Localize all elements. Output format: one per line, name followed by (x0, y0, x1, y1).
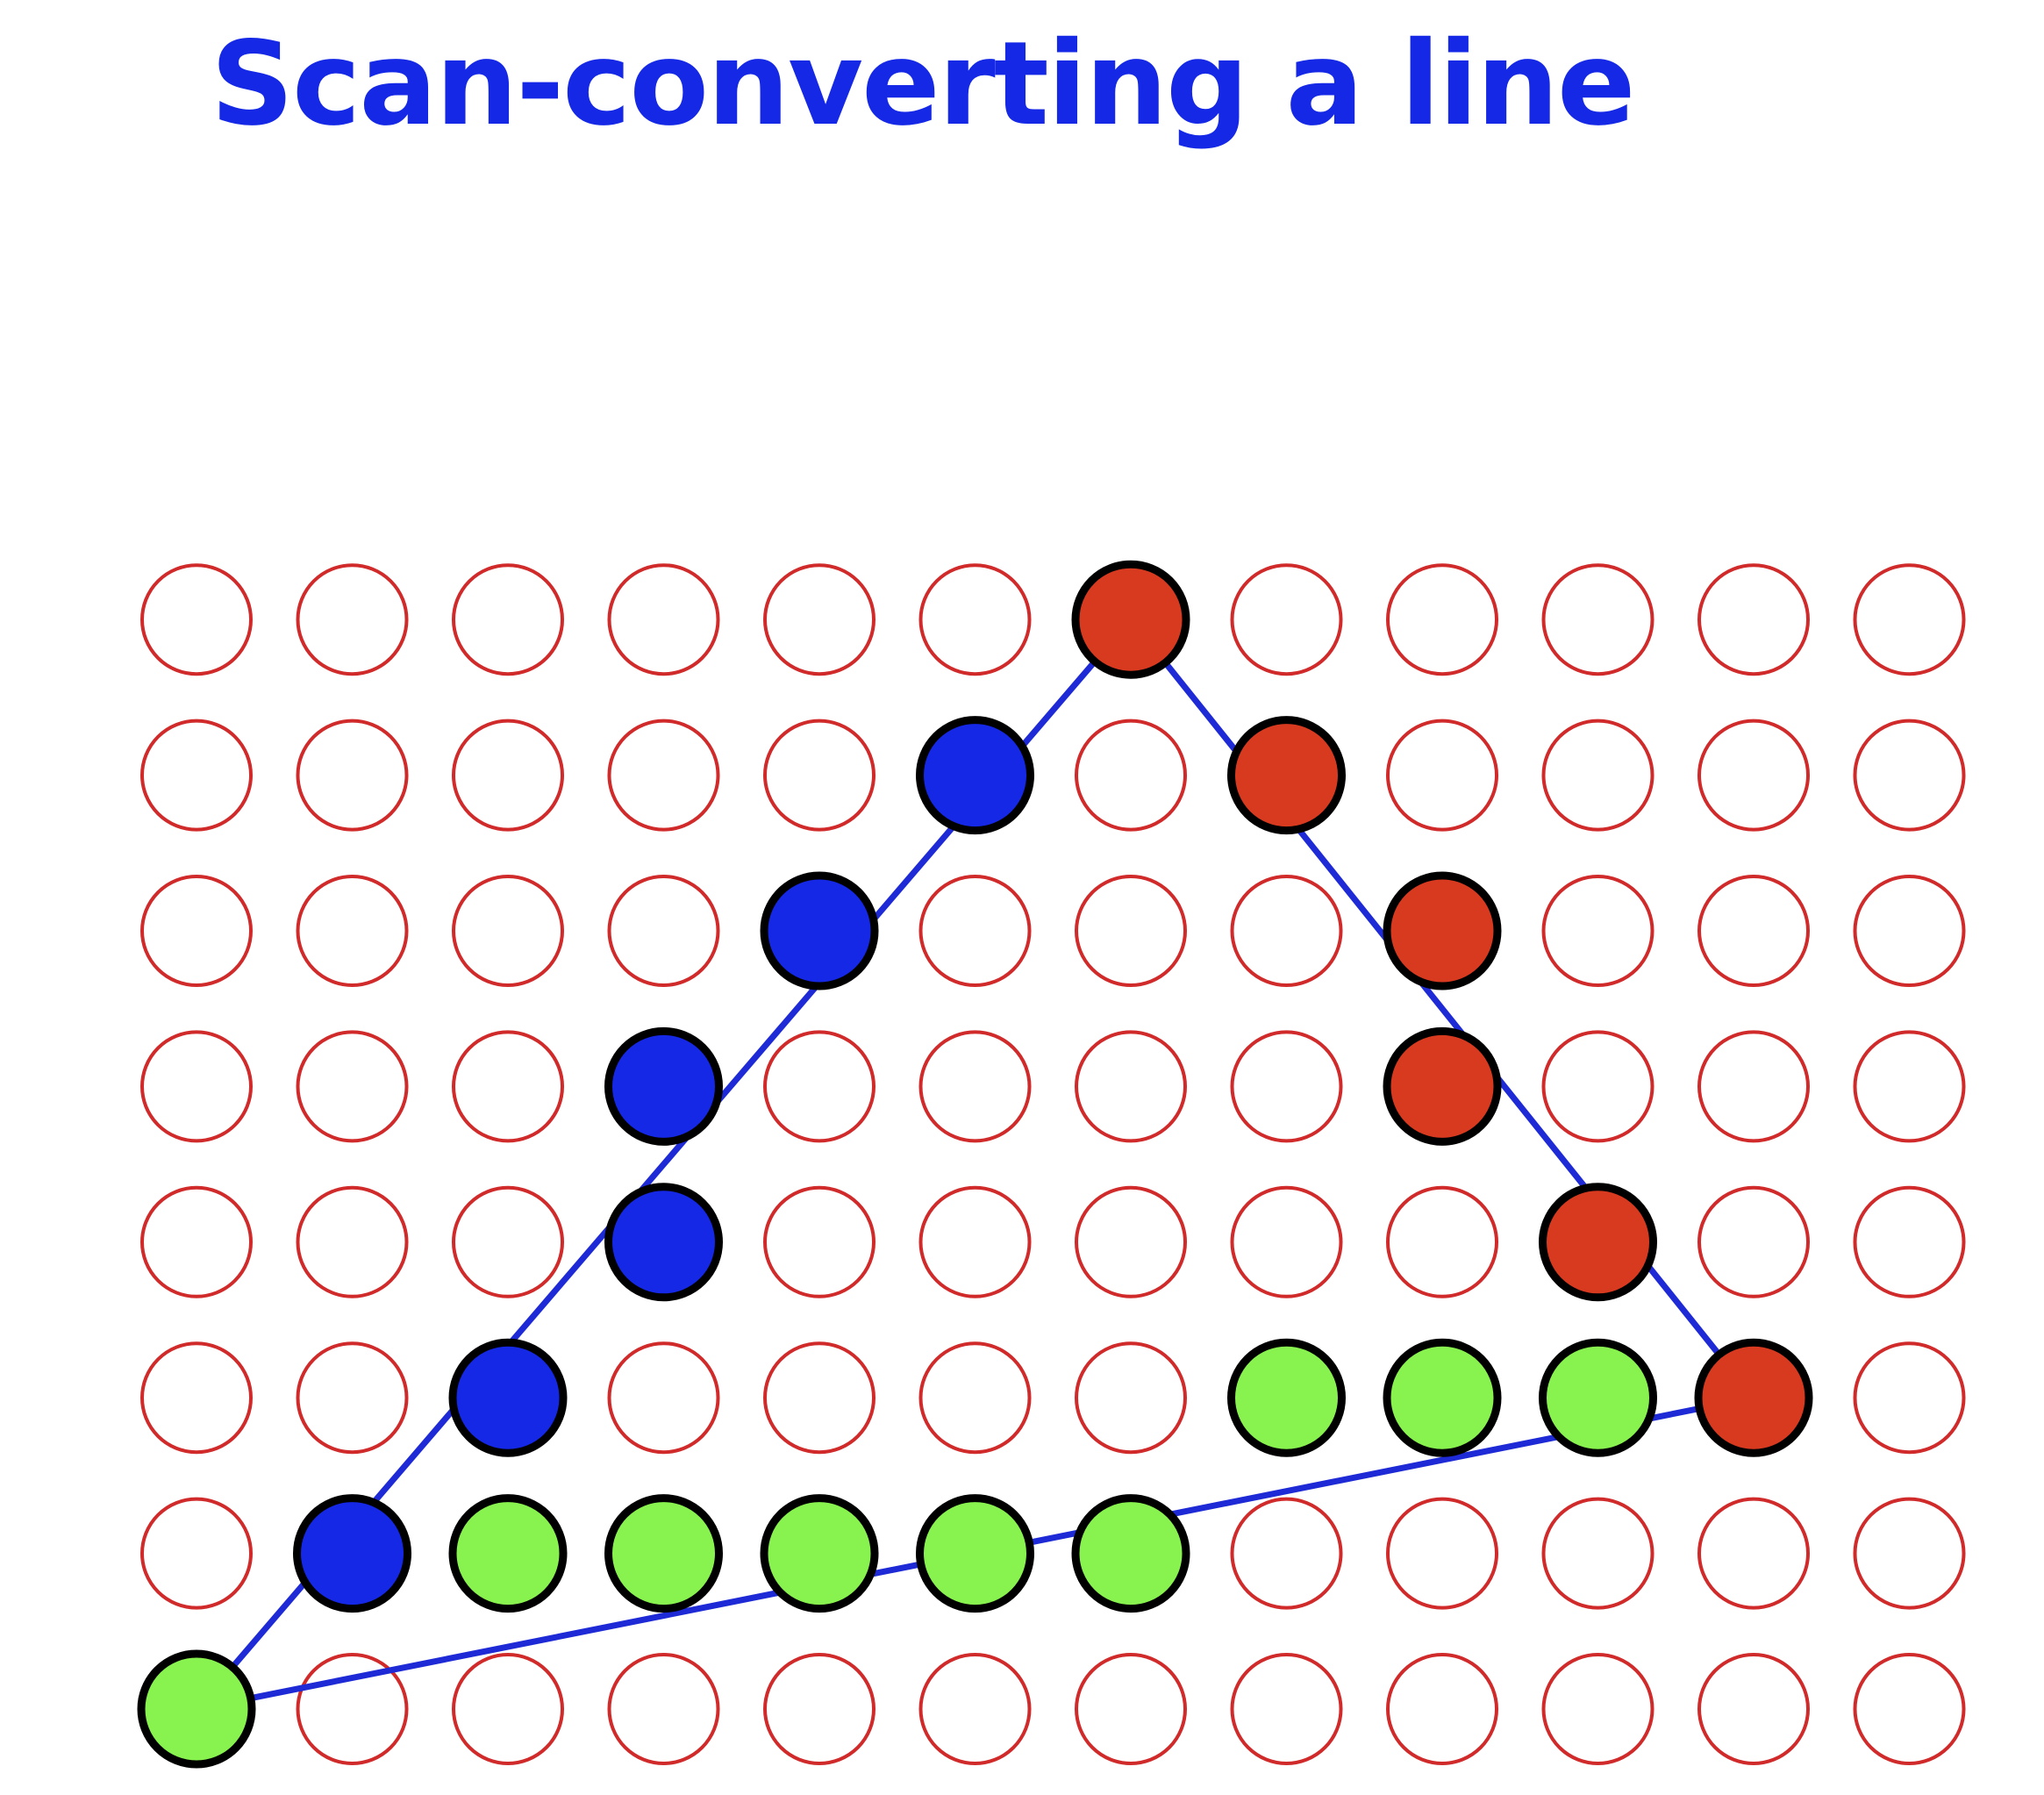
empty-pixel (1853, 1341, 1966, 1455)
right-edge-pixel (1071, 560, 1190, 679)
bottom-edge-pixel (1539, 1338, 1657, 1457)
empty-pixel (1853, 1030, 1966, 1143)
empty-pixel (1386, 719, 1498, 832)
empty-pixel (1697, 1185, 1810, 1298)
empty-pixel (918, 563, 1032, 676)
right-edge-pixel (1383, 871, 1502, 990)
empty-pixel (1075, 875, 1187, 987)
empty-pixel (918, 1653, 1032, 1765)
empty-pixel (1230, 1497, 1343, 1610)
empty-pixel (452, 875, 564, 987)
empty-pixel (1230, 875, 1343, 987)
left-edge-pixel (760, 871, 879, 990)
empty-pixel (607, 875, 720, 987)
empty-pixel (763, 563, 875, 676)
empty-pixel (1541, 1653, 1654, 1765)
empty-pixel (1697, 563, 1810, 676)
empty-pixel (607, 719, 720, 832)
bottom-edge-pixel (760, 1494, 879, 1613)
empty-pixel (1697, 1497, 1810, 1610)
empty-pixel (607, 1341, 720, 1455)
empty-pixel (296, 1341, 409, 1455)
empty-pixel (763, 1341, 875, 1455)
empty-pixel (1853, 1653, 1966, 1765)
empty-pixel (763, 1185, 875, 1298)
empty-pixel (296, 563, 409, 676)
left-edge-pixel (604, 1026, 723, 1146)
empty-pixel (918, 1185, 1032, 1298)
empty-pixel (1230, 563, 1343, 676)
empty-pixel (1230, 1653, 1343, 1765)
right-edge-pixel (1383, 1026, 1502, 1146)
empty-pixel (1075, 719, 1187, 832)
empty-pixel (1853, 875, 1966, 987)
left-edge-pixel (448, 1338, 568, 1457)
empty-pixel (1075, 1341, 1187, 1455)
empty-pixel (1541, 1497, 1654, 1610)
empty-pixel (1541, 563, 1654, 676)
empty-pixel (140, 1030, 253, 1143)
empty-pixel (918, 875, 1032, 987)
empty-pixel (296, 719, 409, 832)
empty-pixel (918, 1341, 1032, 1455)
empty-pixel (1697, 719, 1810, 832)
left-edge-pixel (293, 1494, 411, 1613)
empty-pixel (140, 875, 253, 987)
empty-pixel (452, 1030, 564, 1143)
empty-pixel (1541, 1030, 1654, 1143)
empty-pixel (1853, 1185, 1966, 1298)
left-edge-pixel (916, 716, 1034, 835)
empty-pixel (1075, 1653, 1187, 1765)
bottom-edge-pixel (1383, 1338, 1502, 1457)
empty-pixel (1075, 1030, 1187, 1143)
empty-pixel-grid (140, 563, 1966, 1765)
bottom-edge-pixel (448, 1494, 568, 1613)
empty-pixel (140, 1497, 253, 1610)
empty-pixel (763, 719, 875, 832)
empty-pixel (140, 563, 253, 676)
left-edge-pixel (604, 1183, 723, 1302)
empty-pixel (1541, 875, 1654, 987)
bottom-edge-pixel (916, 1494, 1034, 1613)
empty-pixel (1853, 719, 1966, 832)
empty-pixel (452, 563, 564, 676)
empty-pixel (763, 1030, 875, 1143)
empty-pixel (296, 875, 409, 987)
empty-pixel (1697, 875, 1810, 987)
empty-pixel (1386, 1497, 1498, 1610)
empty-pixel (1853, 563, 1966, 676)
empty-pixel (763, 1653, 875, 1765)
empty-pixel (1697, 1030, 1810, 1143)
scan-converted-pixels (137, 560, 1813, 1769)
empty-pixel (1075, 1185, 1187, 1298)
empty-pixel (296, 1030, 409, 1143)
empty-pixel (1853, 1497, 1966, 1610)
empty-pixel (918, 1030, 1032, 1143)
empty-pixel (1386, 1185, 1498, 1298)
empty-pixel (452, 1653, 564, 1765)
empty-pixel (140, 1185, 253, 1298)
bottom-edge-pixel (137, 1649, 256, 1769)
right-edge-pixel (1539, 1183, 1657, 1302)
empty-pixel (452, 719, 564, 832)
empty-pixel (1230, 1185, 1343, 1298)
bottom-edge-pixel (1227, 1338, 1346, 1457)
empty-pixel (140, 1341, 253, 1455)
bottom-edge-pixel (1071, 1494, 1190, 1613)
empty-pixel (607, 1653, 720, 1765)
empty-pixel (1386, 563, 1498, 676)
empty-pixel (1541, 719, 1654, 832)
bottom-edge-pixel (604, 1494, 723, 1613)
empty-pixel (452, 1185, 564, 1298)
right-edge-pixel (1227, 716, 1346, 835)
empty-pixel (1697, 1653, 1810, 1765)
page-title: Scan-converting a line (211, 17, 1635, 152)
empty-pixel (140, 719, 253, 832)
right-edge-pixel (1694, 1338, 1813, 1457)
empty-pixel (296, 1185, 409, 1298)
empty-pixel (1230, 1030, 1343, 1143)
empty-pixel (607, 563, 720, 676)
empty-pixel (1386, 1653, 1498, 1765)
